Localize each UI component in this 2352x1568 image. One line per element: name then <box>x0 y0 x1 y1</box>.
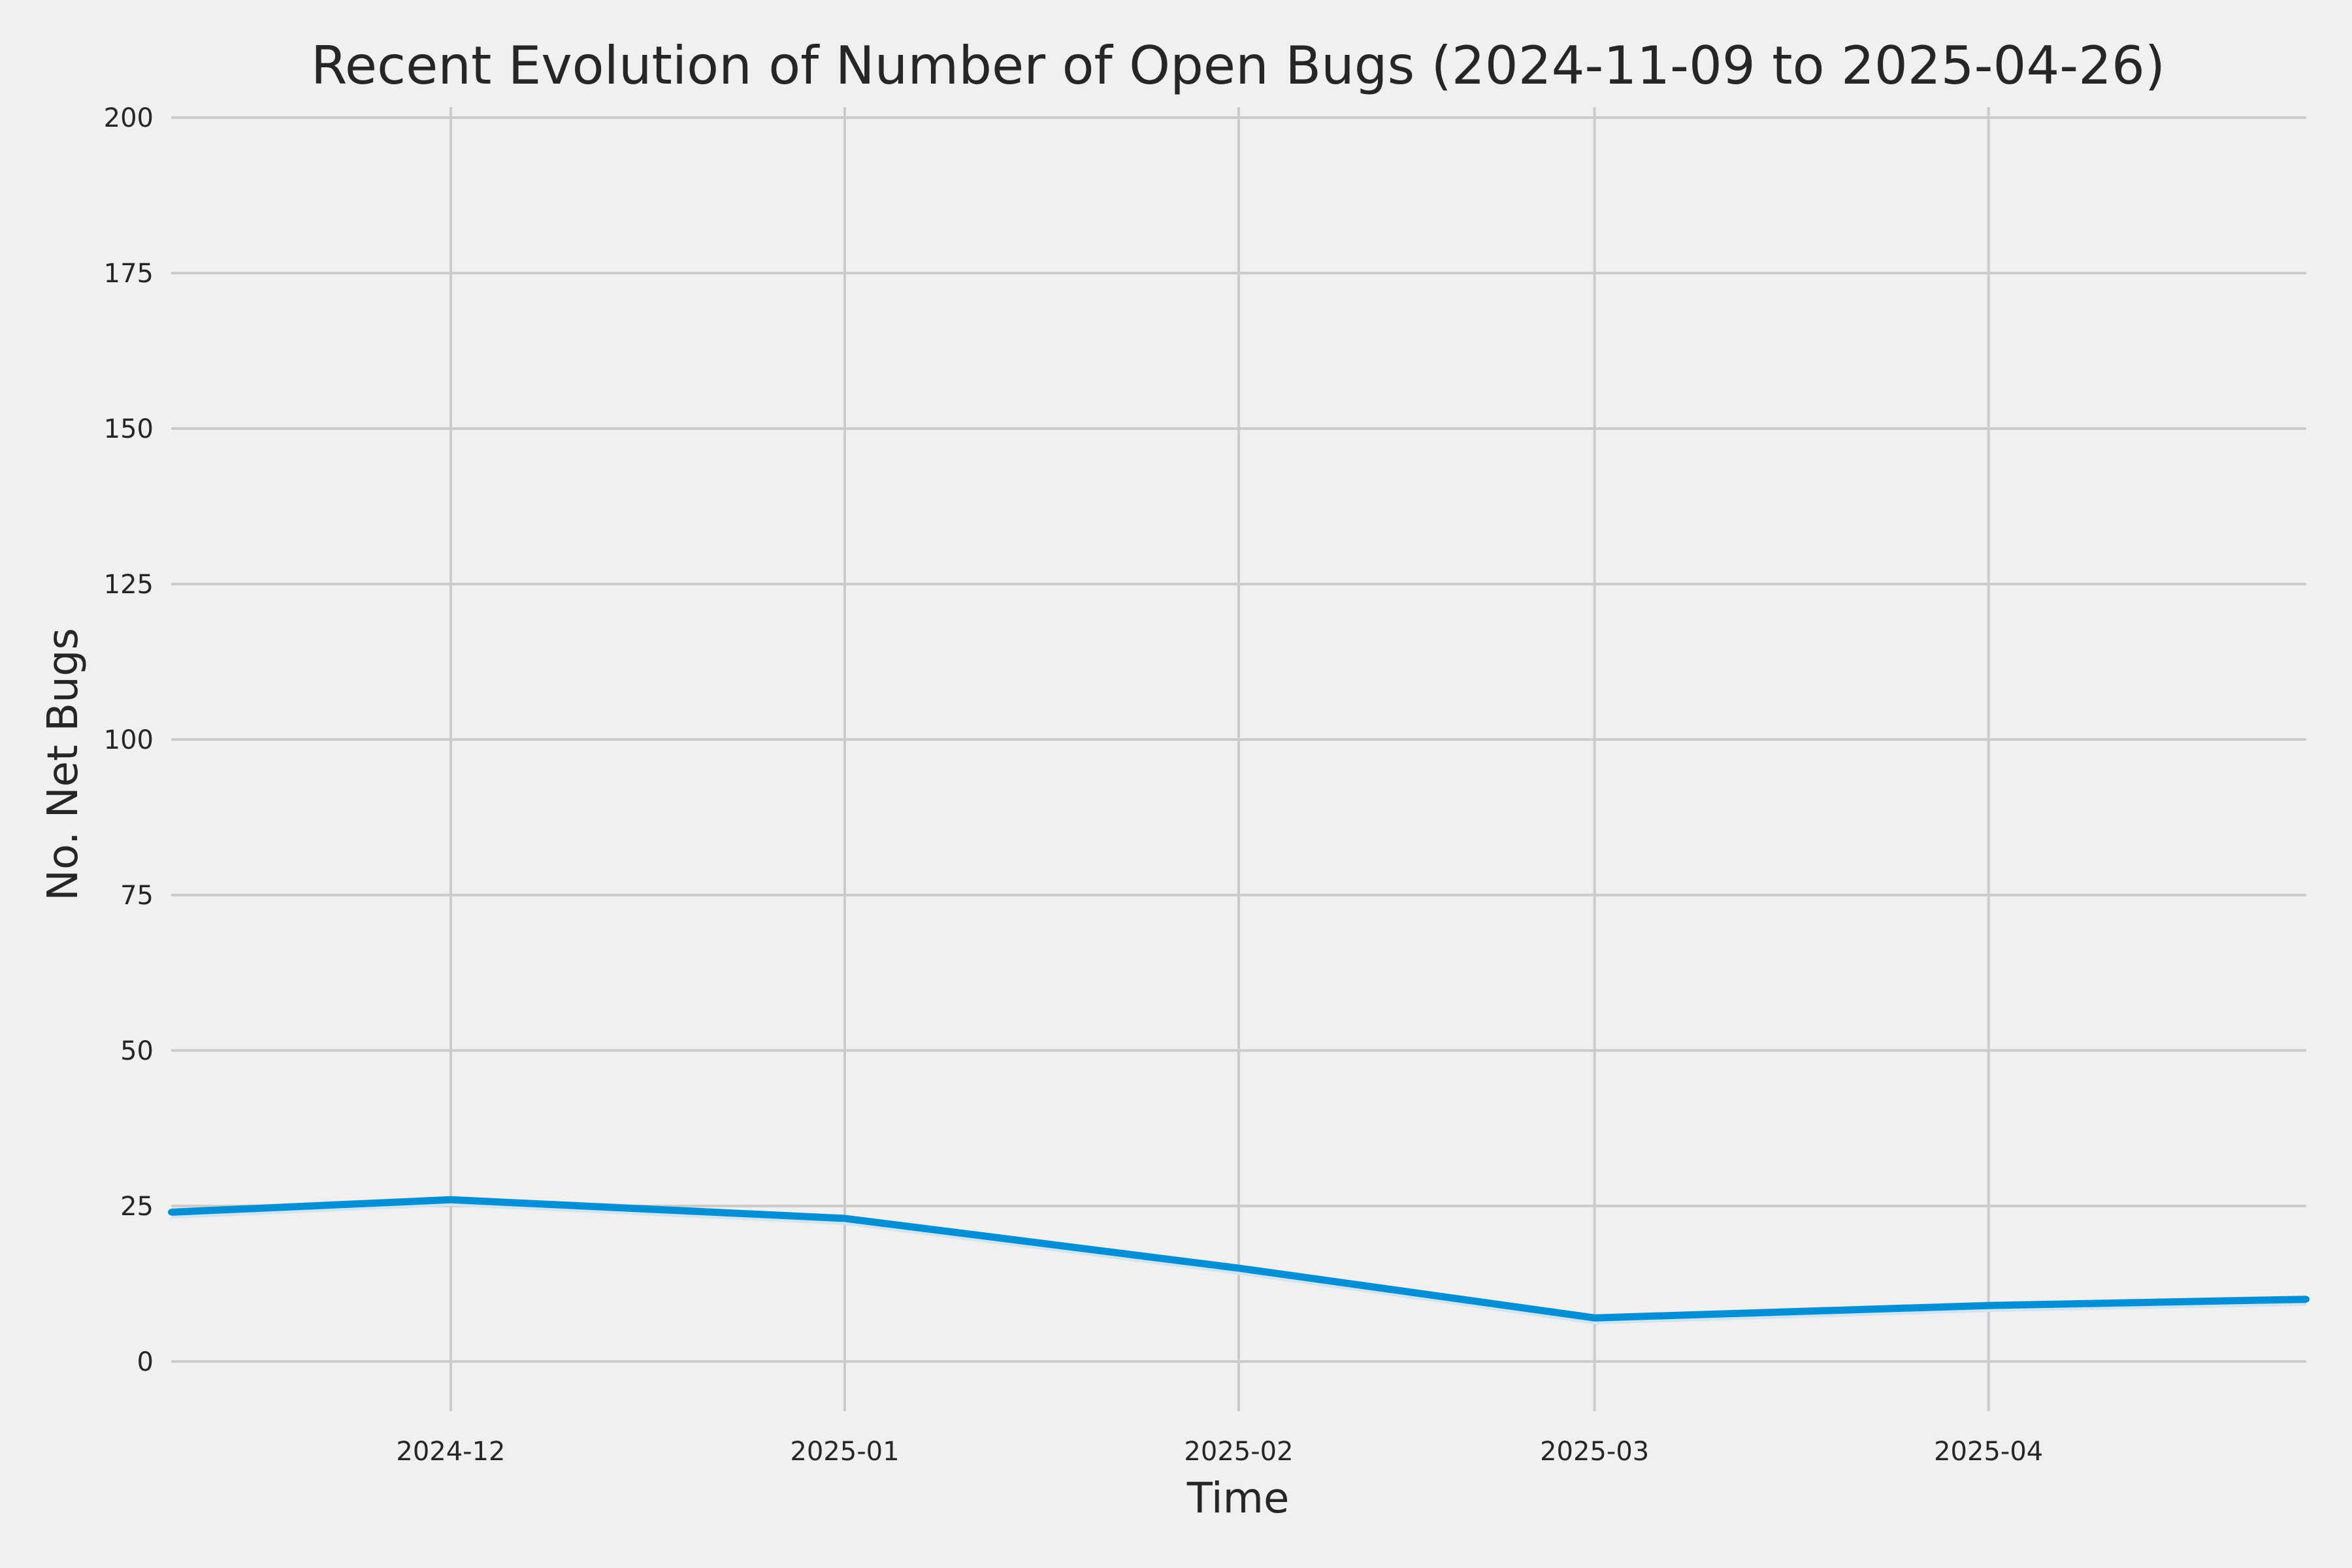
data-point-2025-01-01 <box>841 1215 848 1222</box>
y-tick-labels: 0 25 50 75 100 125 150 175 200 <box>104 103 154 1377</box>
data-point-2025-04-01 <box>1985 1302 1992 1309</box>
x-gridlines <box>449 107 1990 1411</box>
y-tick-label: 150 <box>104 414 154 444</box>
y-tick-label: 200 <box>104 103 154 133</box>
data-point-2025-03-01 <box>1591 1315 1598 1322</box>
x-tick-label: 2025-01 <box>790 1437 899 1467</box>
data-point-2025-04-26 <box>2303 1296 2310 1303</box>
x-tick-label: 2025-02 <box>1184 1437 1293 1467</box>
series-layer <box>168 1196 2310 1325</box>
x-axis-label: Time <box>1186 1475 1290 1523</box>
chart-title: Recent Evolution of Number of Open Bugs … <box>311 35 2165 96</box>
series-shadow-line <box>171 1201 2307 1325</box>
y-tick-label: 50 <box>120 1036 154 1066</box>
y-tick-label: 25 <box>120 1192 154 1222</box>
x-tick-label: 2024-12 <box>396 1437 505 1467</box>
data-point-2024-12-01 <box>447 1196 454 1203</box>
x-tick-labels: 2024-12 2025-01 2025-02 2025-03 2025-04 <box>396 1437 2043 1467</box>
x-tick-label: 2025-03 <box>1540 1437 1649 1467</box>
data-point-2025-02-01 <box>1235 1265 1242 1272</box>
y-tick-label: 100 <box>104 725 154 755</box>
y-tick-label: 75 <box>120 881 154 911</box>
x-tick-label: 2025-04 <box>1934 1437 2043 1467</box>
y-tick-label: 175 <box>104 259 154 289</box>
y-tick-label: 125 <box>104 570 154 600</box>
y-axis-label: No. Net Bugs <box>39 628 88 901</box>
data-point-2024-11-09 <box>168 1209 174 1216</box>
y-tick-label: 0 <box>137 1347 154 1377</box>
